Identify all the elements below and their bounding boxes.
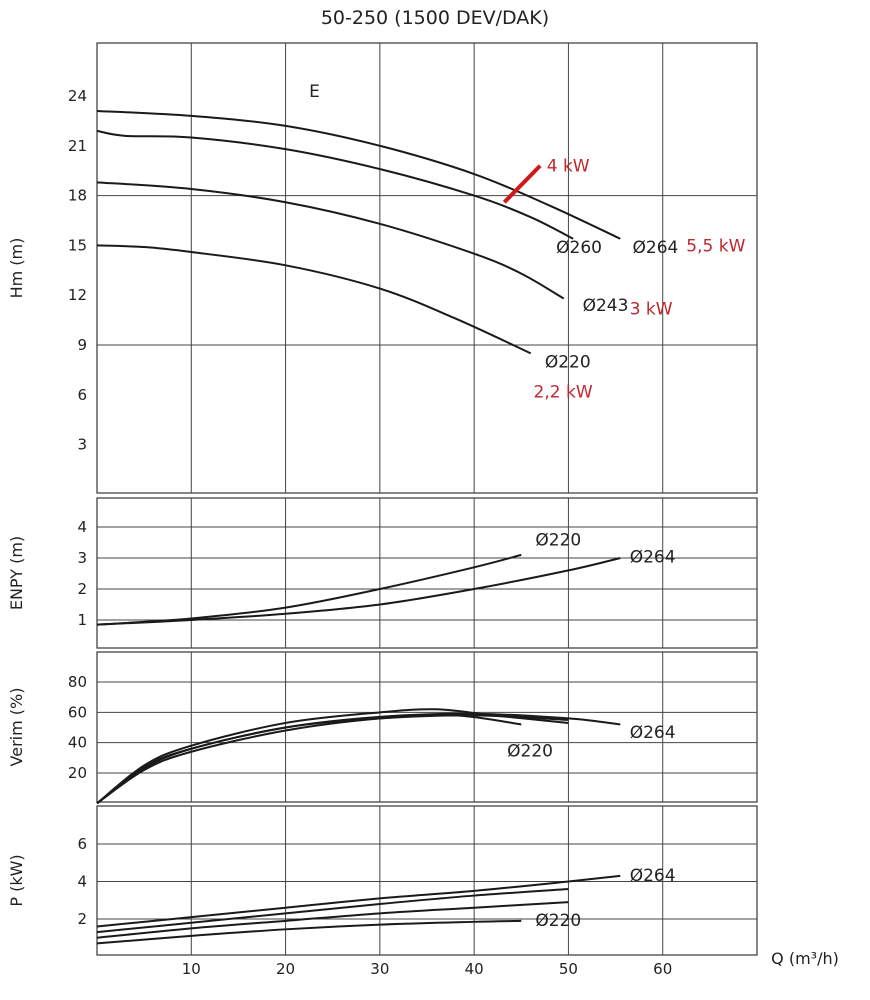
power-limit-marker bbox=[502, 164, 542, 204]
series-label: Ø243 bbox=[583, 296, 629, 316]
series-label: Ø264 bbox=[630, 866, 676, 886]
y-tick-label: 80 bbox=[68, 673, 87, 691]
y-tick-label: 1 bbox=[77, 611, 87, 629]
panel-npsh: 1 2 3 4 ENPY (m) Ø220 Ø264 bbox=[7, 497, 758, 649]
series-label: Ø220 bbox=[507, 741, 553, 761]
series-label: Ø220 bbox=[545, 353, 591, 373]
y-tick-label: 24 bbox=[68, 87, 87, 105]
x-tick-label: 50 bbox=[559, 960, 578, 978]
y-axis-label: ENPY (m) bbox=[7, 536, 26, 610]
panel-frame bbox=[96, 805, 758, 956]
y-axis-label: Verim (%) bbox=[7, 688, 26, 767]
y-axis-label: P (kW) bbox=[7, 854, 26, 906]
y-tick-label: 12 bbox=[68, 286, 87, 304]
series-line-Ø264 bbox=[96, 874, 621, 928]
panel-frame bbox=[96, 497, 758, 649]
series-label: Ø220 bbox=[535, 911, 581, 931]
y-tick-label: 2 bbox=[77, 580, 87, 598]
series-line bbox=[96, 901, 569, 939]
annotation: 3 kW bbox=[630, 299, 673, 319]
chart-title: 50-250 (1500 DEV/DAK) bbox=[321, 7, 549, 29]
series-line-Ø264 bbox=[96, 109, 621, 240]
y-tick-label: 21 bbox=[68, 137, 87, 155]
series-line-Ø243 bbox=[96, 181, 565, 300]
series-line-Ø264 bbox=[96, 557, 621, 626]
series-label: Ø264 bbox=[633, 238, 679, 258]
x-tick-label: 10 bbox=[182, 960, 201, 978]
series-line-Ø220 bbox=[96, 714, 522, 805]
y-tick-label: 6 bbox=[77, 386, 87, 404]
y-tick-label: 18 bbox=[68, 187, 87, 205]
x-tick-label: 30 bbox=[370, 960, 389, 978]
annotation: E bbox=[309, 82, 320, 102]
y-tick-label: 15 bbox=[68, 236, 87, 254]
series-line bbox=[96, 714, 569, 805]
x-tick-label: 20 bbox=[276, 960, 295, 978]
y-tick-label: 4 bbox=[77, 518, 87, 536]
series-line-Ø220 bbox=[96, 553, 522, 626]
y-axis-label: Hm (m) bbox=[7, 238, 26, 299]
annotation: 5,5 kW bbox=[686, 236, 745, 256]
series-line-Ø264 bbox=[96, 712, 621, 805]
series-label: Ø220 bbox=[535, 530, 581, 550]
annotation: 4 kW bbox=[547, 157, 590, 177]
series-line-Ø220 bbox=[96, 244, 532, 355]
series-line bbox=[96, 888, 569, 934]
y-tick-label: 3 bbox=[77, 549, 87, 567]
panel-frame bbox=[96, 651, 758, 803]
x-tick-label: 60 bbox=[653, 960, 672, 978]
x-axis-label: Q (m³/h) bbox=[771, 949, 839, 968]
series-label: Ø264 bbox=[630, 547, 676, 567]
y-tick-label: 9 bbox=[77, 336, 87, 354]
panel-power: 2 4 6 10 20 30 40 50 60 P (kW) Q (m³/h) Ø264 Ø220 bbox=[7, 805, 839, 978]
panel-efficiency: 20 40 60 80 Verim (%) Ø264 Ø220 bbox=[7, 651, 758, 805]
y-tick-label: 60 bbox=[68, 703, 87, 721]
y-tick-label: 40 bbox=[68, 734, 87, 752]
y-tick-label: 6 bbox=[77, 835, 87, 853]
panel-head: 3 6 9 12 15 18 21 24 Hm (m) Ø264 Ø260 Ø243 Ø220 E 4 kW… bbox=[7, 42, 758, 494]
series-line-Ø260 bbox=[96, 129, 574, 240]
y-tick-label: 20 bbox=[68, 764, 87, 782]
x-tick-label: 40 bbox=[465, 960, 484, 978]
series-line-Ø220 bbox=[96, 919, 522, 945]
y-tick-label: 4 bbox=[77, 873, 87, 891]
annotation: 2,2 kW bbox=[534, 382, 593, 402]
panel-frame bbox=[96, 42, 758, 494]
y-tick-label: 2 bbox=[77, 910, 87, 928]
series-label: Ø264 bbox=[630, 723, 676, 743]
series-label: Ø260 bbox=[556, 238, 602, 258]
y-tick-label: 3 bbox=[77, 436, 87, 454]
